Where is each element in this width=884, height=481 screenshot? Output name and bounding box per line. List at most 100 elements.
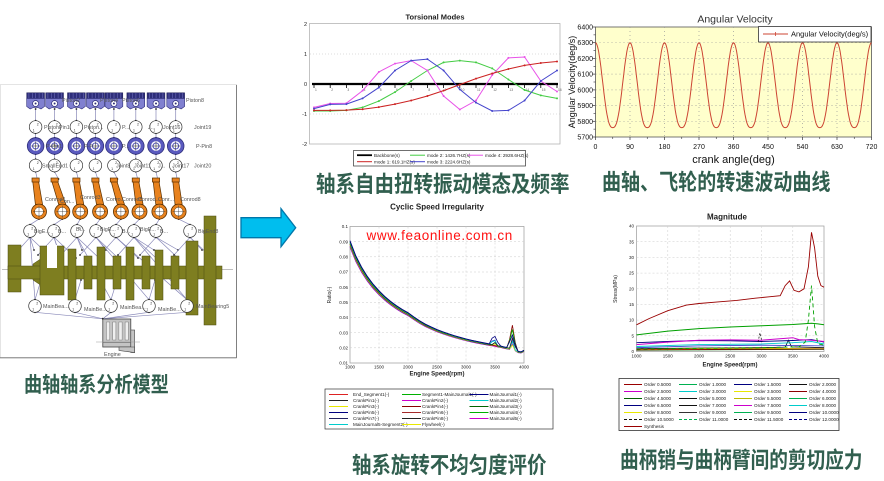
svg-text:Joint17: Joint17 [172, 164, 189, 170]
svg-text:CrankPin7(-): CrankPin7(-) [353, 416, 380, 421]
svg-text:CrankPin1(-): CrankPin1(-) [353, 398, 380, 403]
svg-text:BigE...: BigE... [140, 227, 156, 233]
svg-text:SmallEnd1: SmallEnd1 [42, 164, 68, 170]
svg-text:1: 1 [131, 233, 133, 237]
svg-text:1: 1 [93, 233, 95, 237]
svg-text:MainBea...: MainBea... [120, 305, 146, 311]
svg-text:Order 12.0000: Order 12.0000 [809, 417, 839, 422]
svg-text:8: 8 [428, 88, 430, 92]
svg-text:30: 30 [629, 255, 635, 260]
svg-text:5800: 5800 [577, 119, 593, 126]
svg-text:2: 2 [177, 161, 179, 165]
svg-text:MainBe...: MainBe... [158, 307, 181, 313]
svg-text:Order 1.0000: Order 1.0000 [699, 382, 727, 387]
svg-text:2500: 2500 [725, 354, 736, 359]
svg-text:mode 1: 619.1HZ(s): mode 1: 619.1HZ(s) [374, 160, 415, 165]
svg-text:1: 1 [52, 167, 54, 171]
svg-text:Angular Velocity(deg/s): Angular Velocity(deg/s) [567, 36, 577, 129]
svg-text:Con...: Con... [60, 199, 74, 205]
svg-text:Conrod5: Conrod5 [122, 197, 143, 203]
svg-text:1: 1 [27, 233, 29, 237]
svg-text:Cyclic Speed Irregularity: Cyclic Speed Irregularity [390, 203, 484, 212]
svg-text:Order 9.5000: Order 9.5000 [754, 410, 782, 415]
svg-text:1000: 1000 [631, 354, 642, 359]
svg-text:CrankPin3(-): CrankPin3(-) [353, 404, 380, 409]
svg-text:6: 6 [396, 88, 398, 92]
svg-text:2: 2 [31, 227, 33, 231]
svg-text:1: 1 [315, 88, 317, 92]
svg-text:Engine Speed(rpm): Engine Speed(rpm) [409, 372, 464, 378]
svg-text:5: 5 [631, 333, 634, 338]
svg-text:mode 3: 2224.6HZ(s): mode 3: 2224.6HZ(s) [427, 160, 471, 165]
svg-text:Conrod1: Conrod1 [45, 197, 66, 203]
svg-text:Order 4.5000: Order 4.5000 [644, 396, 672, 401]
svg-text:MainJournal2(-): MainJournal2(-) [490, 398, 523, 403]
svg-text:1: 1 [93, 129, 95, 133]
svg-text:2: 2 [78, 227, 80, 231]
svg-text:2: 2 [188, 302, 190, 306]
svg-text:Order 2.5000: Order 2.5000 [644, 389, 672, 394]
svg-text:5900: 5900 [577, 103, 593, 110]
svg-text:35: 35 [629, 239, 635, 244]
svg-text:2000: 2000 [403, 365, 414, 370]
svg-text:Torsional Modes: Torsional Modes [405, 13, 464, 22]
svg-text:7: 7 [412, 88, 414, 92]
svg-text:1: 1 [52, 129, 54, 133]
svg-text:15: 15 [542, 88, 546, 92]
svg-text:6400: 6400 [577, 25, 593, 32]
svg-text:0.02: 0.02 [339, 345, 348, 350]
svg-text:MainJournal5(-): MainJournal5(-) [490, 416, 523, 421]
svg-text:2: 2 [117, 227, 119, 231]
svg-text:2: 2 [177, 123, 179, 127]
svg-text:Order 2.0000: Order 2.0000 [809, 382, 837, 387]
svg-text:15: 15 [629, 302, 635, 307]
svg-text:0: 0 [304, 82, 307, 88]
svg-text:Piston6: Piston6 [122, 98, 140, 104]
svg-text:630: 630 [831, 144, 843, 151]
svg-text:1: 1 [74, 233, 76, 237]
svg-text:Piston...: Piston... [84, 125, 103, 131]
svg-text:MainBearing5: MainBearing5 [196, 304, 229, 310]
svg-text:1000: 1000 [345, 365, 356, 370]
svg-text:Conrod8: Conrod8 [180, 197, 201, 203]
svg-text:2: 2 [36, 302, 38, 306]
svg-text:2: 2 [157, 227, 159, 231]
svg-text:Backbone(s): Backbone(s) [374, 153, 400, 158]
svg-text:2: 2 [137, 161, 139, 165]
svg-text:2: 2 [78, 161, 80, 165]
svg-text:PistonPin1: PistonPin1 [44, 125, 70, 131]
svg-text:J...: J... [158, 164, 165, 170]
svg-text:Order 8.0000: Order 8.0000 [809, 403, 837, 408]
svg-text:Order 7.0000: Order 7.0000 [699, 403, 727, 408]
svg-text:1: 1 [74, 167, 76, 171]
svg-text:2: 2 [150, 302, 152, 306]
svg-text:2: 2 [135, 227, 137, 231]
svg-text:1: 1 [173, 129, 175, 133]
svg-text:0.04: 0.04 [339, 315, 348, 320]
svg-text:crank angle(deg): crank angle(deg) [692, 154, 775, 166]
svg-text:MainJournal4(-): MainJournal4(-) [490, 410, 523, 415]
svg-text:Order 11.5000: Order 11.5000 [754, 417, 784, 422]
svg-text:13: 13 [509, 88, 513, 92]
svg-text:2: 2 [55, 227, 57, 231]
svg-text:Conrod...: Conrod... [138, 197, 160, 203]
svg-text:2: 2 [112, 302, 114, 306]
svg-text:Bi...: Bi... [76, 227, 85, 233]
svg-text:2: 2 [157, 123, 159, 127]
svg-text:www.feaonline.com.cn: www.feaonline.com.cn [366, 228, 513, 243]
svg-text:90: 90 [626, 144, 634, 151]
svg-text:2: 2 [56, 123, 58, 127]
svg-text:5: 5 [380, 88, 382, 92]
svg-text:1: 1 [133, 129, 135, 133]
svg-text:Angular Velocity(deg/s): Angular Velocity(deg/s) [791, 30, 869, 39]
svg-text:Order 5.5000: Order 5.5000 [754, 396, 782, 401]
svg-text:Angular Velocity: Angular Velocity [697, 14, 773, 26]
svg-text:2000: 2000 [694, 354, 705, 359]
svg-text:1: 1 [72, 308, 74, 312]
svg-text:0.03: 0.03 [339, 330, 348, 335]
svg-text:2: 2 [115, 161, 117, 165]
svg-text:Order 5.0000: Order 5.0000 [699, 396, 727, 401]
svg-text:0.07: 0.07 [339, 270, 348, 275]
svg-text:3000: 3000 [756, 354, 767, 359]
svg-text:MainJournal1(-): MainJournal1(-) [490, 392, 523, 397]
